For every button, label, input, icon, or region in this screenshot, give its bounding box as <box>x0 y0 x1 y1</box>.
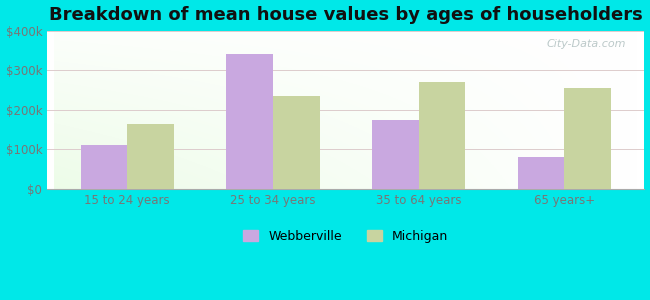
Bar <box>273 96 320 189</box>
Bar <box>127 124 174 189</box>
Text: City-Data.com: City-Data.com <box>547 39 627 49</box>
Title: Breakdown of mean house values by ages of householders: Breakdown of mean house values by ages o… <box>49 6 643 24</box>
Legend: Webberville, Michigan: Webberville, Michigan <box>243 230 448 243</box>
Bar <box>419 82 465 189</box>
Bar <box>81 146 127 189</box>
Bar <box>564 88 611 189</box>
Bar <box>517 157 564 189</box>
Bar <box>226 54 273 189</box>
Bar <box>372 120 419 189</box>
